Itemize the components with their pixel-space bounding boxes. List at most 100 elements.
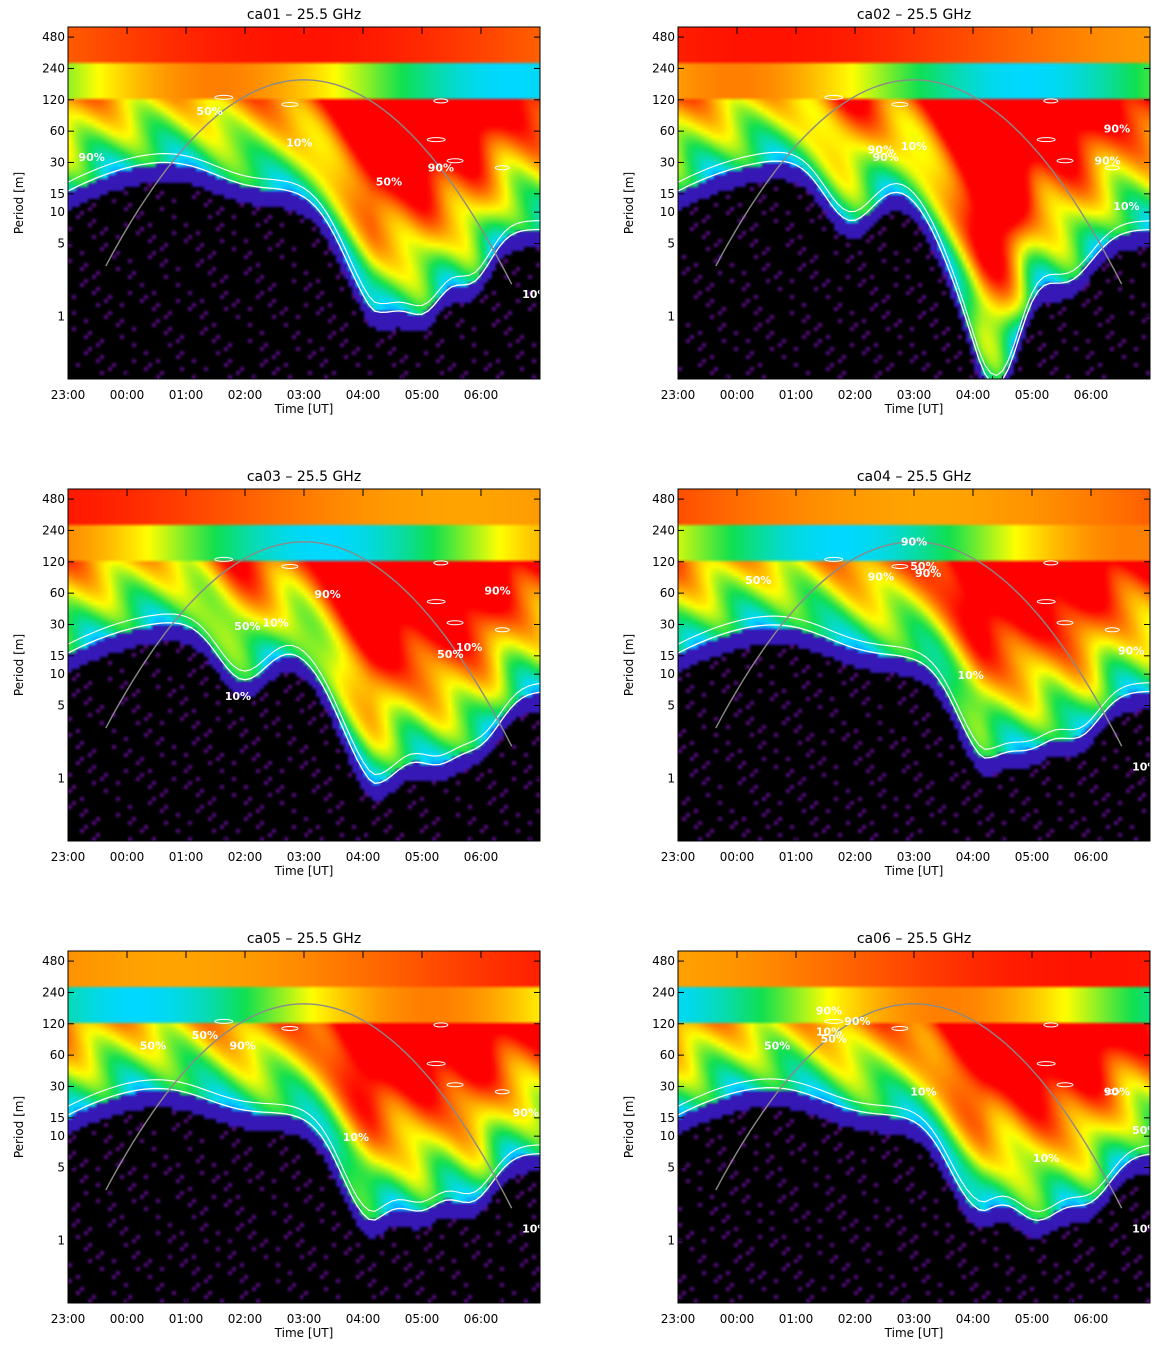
contour-label: 90% <box>901 535 927 548</box>
significance-island <box>214 556 234 562</box>
x-tick-label: 06:00 <box>1074 388 1109 402</box>
significance-island <box>1043 98 1059 104</box>
y-tick-label: 480 <box>42 30 65 44</box>
contour-label: 90% <box>1104 1085 1130 1098</box>
y-tick-label: 60 <box>50 1048 65 1062</box>
contour-50pct <box>677 151 1151 377</box>
wavelet-plot-5: 50% 50% 90% 10% 90% 10% ca05 – 25.5 GHz 480 240 1… <box>12 931 548 1340</box>
x-tick-label: 06:00 <box>1074 1312 1109 1326</box>
contour-label: 10% <box>286 137 312 150</box>
x-tick-label: 04:00 <box>346 388 381 402</box>
significance-island <box>891 563 909 569</box>
x-tick-label: 01:00 <box>169 1312 204 1326</box>
contour-label: 10% <box>456 641 482 654</box>
contour-50pct <box>67 153 541 307</box>
significance-island <box>426 599 446 605</box>
y-tick-label: 1 <box>57 309 65 323</box>
x-tick-label: 23:00 <box>661 850 696 864</box>
cone-of-influence-line <box>715 79 1123 285</box>
x-tick-label: 02:00 <box>838 850 873 864</box>
significance-island <box>1104 1089 1120 1095</box>
wavelet-power-heatmap <box>68 489 540 841</box>
contour-label: 50% <box>821 1033 847 1046</box>
contour-label: 90% <box>484 585 510 598</box>
contour-label: 90% <box>816 1004 842 1017</box>
y-tick-label: 240 <box>42 61 65 75</box>
y-axis-label: Period [m] <box>12 1096 26 1158</box>
significance-island <box>891 1025 909 1031</box>
y-tick-label: 1 <box>57 771 65 785</box>
significance-island <box>1056 1082 1074 1088</box>
x-tick-label: 05:00 <box>1015 850 1050 864</box>
significance-island <box>1043 1022 1059 1028</box>
cone-of-influence-line <box>105 79 513 285</box>
significance-island <box>1043 560 1059 566</box>
contour-label: 90% <box>868 571 894 584</box>
x-tick-label: 01:00 <box>169 388 204 402</box>
x-tick-label: 03:00 <box>897 388 932 402</box>
x-tick-label: 04:00 <box>956 1312 991 1326</box>
contour-label: 90% <box>428 161 454 174</box>
y-tick-label: 1 <box>667 1233 675 1247</box>
contour-label: 50% <box>1132 1124 1155 1137</box>
y-tick-label: 120 <box>42 93 65 107</box>
y-tick-label: 5 <box>57 237 65 251</box>
y-tick-label: 60 <box>50 586 65 600</box>
y-tick-label: 1 <box>667 309 675 323</box>
x-tick-label: 01:00 <box>169 850 204 864</box>
y-tick-label: 120 <box>652 93 675 107</box>
wavelet-plot-3: 90%50% 10%10%50%10%90%ca03 – 25.5 GHz4802… <box>12 469 541 878</box>
y-tick-label: 5 <box>57 699 65 713</box>
contour-label: 10% <box>901 140 927 153</box>
significance-island <box>824 556 844 562</box>
wavelet-plot-1: 50% 10% 90% 90% 50% 10% ca01 – 25.5 GHz 480 240 1… <box>12 7 548 416</box>
y-tick-label: 30 <box>50 1079 65 1093</box>
x-tick-label: 01:00 <box>779 388 814 402</box>
x-tick-label: 01:00 <box>779 850 814 864</box>
contour-label: 90% <box>78 151 104 164</box>
y-tick-label: 30 <box>660 617 675 631</box>
x-tick-label: 04:00 <box>346 850 381 864</box>
y-tick-label: 30 <box>50 155 65 169</box>
contour-50pct <box>677 615 1151 750</box>
panel-title: ca02 – 25.5 GHz <box>857 7 971 23</box>
contour-10pct <box>67 161 541 316</box>
y-tick-label: 480 <box>652 954 675 968</box>
x-tick-label: 00:00 <box>720 1312 755 1326</box>
x-tick-label: 06:00 <box>464 850 499 864</box>
significance-island <box>891 101 909 107</box>
wavelet-plot-6: 90%90%10%50%50%10%90%10%50%10%ca06 – 25.… <box>622 931 1155 1340</box>
contour-10pct <box>67 622 541 784</box>
x-axis-label: Time [UT] <box>274 402 334 416</box>
y-tick-label: 120 <box>652 555 675 569</box>
significance-island <box>426 1061 446 1067</box>
y-tick-label: 5 <box>667 1161 675 1175</box>
contour-label: 50% <box>910 560 936 573</box>
contour-label: 50% <box>376 175 402 188</box>
y-tick-label: 60 <box>50 124 65 138</box>
significance-island <box>433 1022 449 1028</box>
x-axis-label: Time [UT] <box>884 402 944 416</box>
significance-island <box>446 1082 464 1088</box>
contour-label: 10% <box>957 669 983 682</box>
y-tick-label: 15 <box>660 1111 675 1125</box>
significance-island <box>281 563 299 569</box>
y-tick-label: 60 <box>660 586 675 600</box>
contour-50pct <box>67 1079 541 1212</box>
y-tick-label: 120 <box>652 1017 675 1031</box>
x-tick-label: 03:00 <box>287 1312 322 1326</box>
cone-of-influence-line <box>715 1003 1123 1209</box>
contour-label: 90% <box>1118 644 1144 657</box>
contour-label: 50% <box>234 620 260 633</box>
panel-title: ca06 – 25.5 GHz <box>857 931 971 947</box>
wavelet-panel-5: 50% 50% 90% 10% 90% 10% ca05 – 25.5 GHz 480 240 1… <box>0 924 548 1349</box>
cone-of-influence-line <box>105 1003 513 1209</box>
x-tick-label: 23:00 <box>51 388 86 402</box>
significance-island <box>446 158 464 164</box>
contour-label: 90% <box>513 1106 539 1119</box>
y-tick-label: 15 <box>50 1111 65 1125</box>
significance-island <box>1104 627 1120 633</box>
x-tick-label: 00:00 <box>110 388 145 402</box>
cone-of-influence-line <box>715 541 1123 747</box>
